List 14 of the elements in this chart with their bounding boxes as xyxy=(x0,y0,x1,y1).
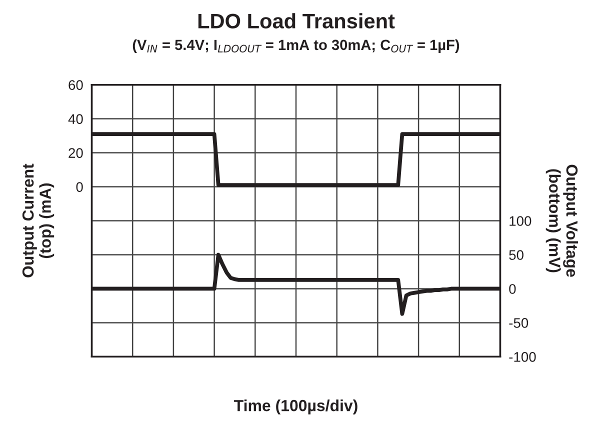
y-tick-label: 40 xyxy=(68,114,83,124)
chart-title: LDO Load Transient xyxy=(198,13,395,28)
y-tick-label: 20 xyxy=(68,148,83,158)
chart-subtitle: (V$_{IN}$ = 5.4V; I$_{LDOOUT}$ = 1mA to 30mA; C$_{OUT}$ = 1µF) xyxy=(132,39,460,53)
y-tick-label: 60 xyxy=(68,80,83,90)
y-tick-label: 0 xyxy=(76,182,83,192)
y2-tick-label: -100 xyxy=(509,352,536,362)
y2-tick-label: 0 xyxy=(509,284,516,294)
y2-axis-title: Output Voltage (bottom) (mV) xyxy=(546,164,578,277)
y-axis-title: Output Current (top) (mA) xyxy=(22,164,54,278)
y2-tick-label: 100 xyxy=(510,216,532,226)
x-axis-title: Time (100µs/div) xyxy=(234,400,358,414)
y2-tick-label: -50 xyxy=(509,318,528,328)
y2-tick-label: 50 xyxy=(509,250,524,260)
